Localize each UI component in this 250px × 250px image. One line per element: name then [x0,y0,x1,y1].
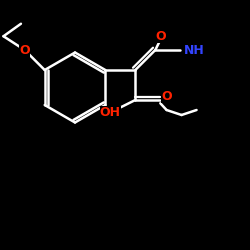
Text: O: O [20,44,30,57]
Text: OH: OH [100,106,121,119]
Text: O: O [155,30,166,43]
Text: NH: NH [184,44,205,57]
Text: O: O [161,90,172,103]
